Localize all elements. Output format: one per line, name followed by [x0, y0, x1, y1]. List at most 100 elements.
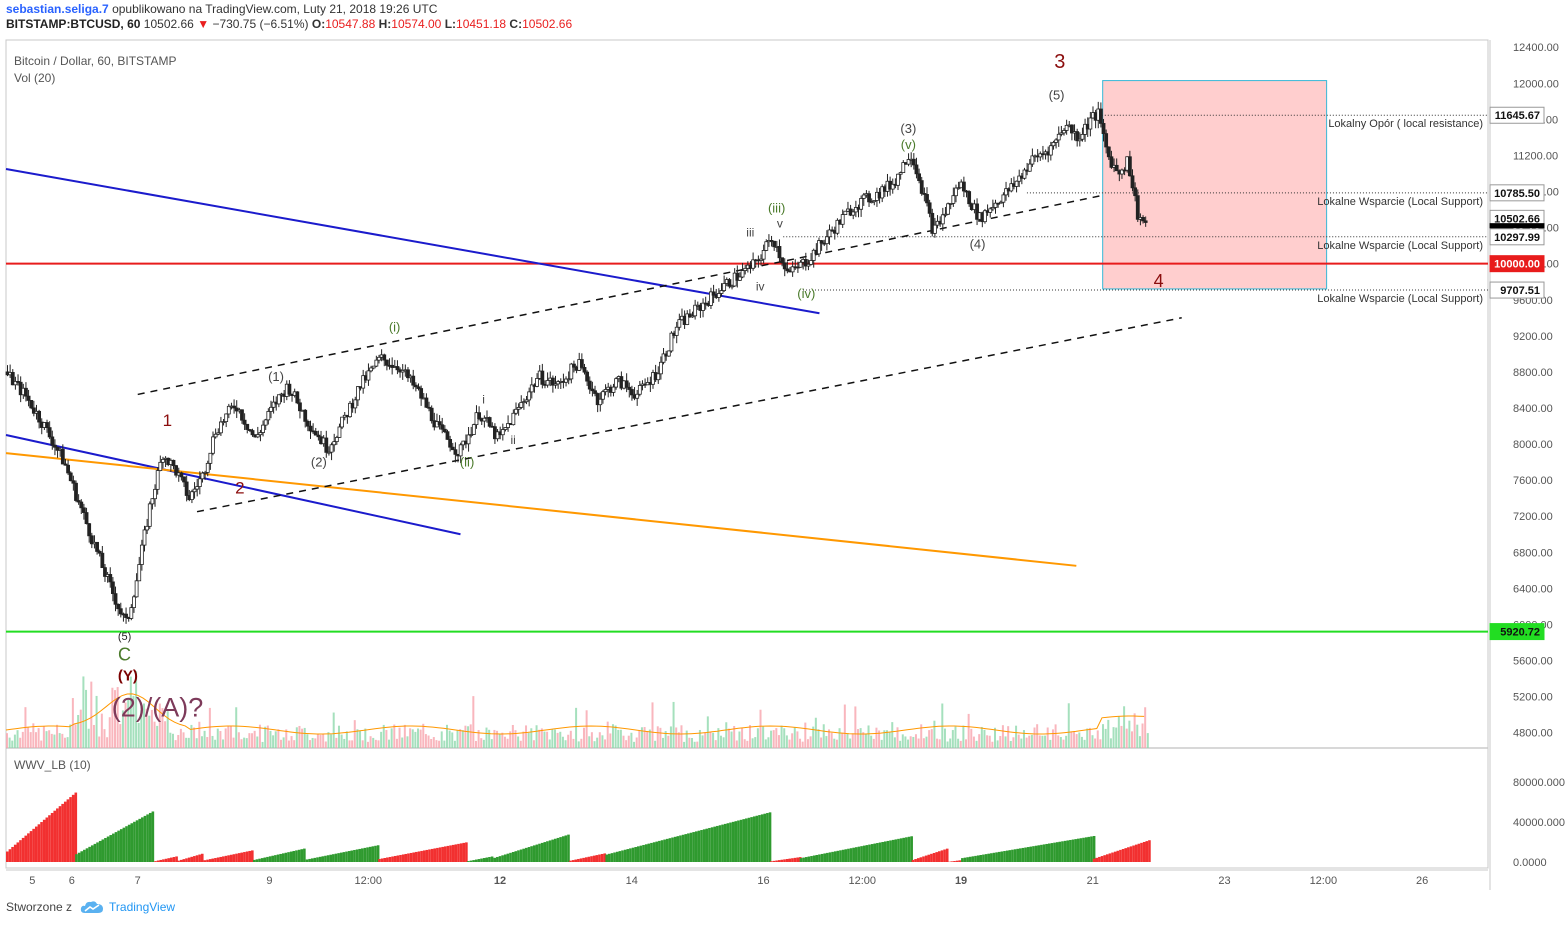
candle-down: [97, 551, 102, 554]
histogram-bar: [287, 852, 290, 862]
histogram-bar: [551, 839, 554, 862]
histogram-bar: [19, 840, 22, 862]
histogram-bar: [582, 857, 585, 862]
volume-bar: [66, 737, 69, 748]
histogram-bar: [1032, 846, 1035, 862]
histogram-bar: [914, 859, 917, 862]
histogram-bar: [11, 846, 14, 862]
candle-down: [627, 386, 632, 390]
volume-bar: [1083, 739, 1086, 748]
volume-bar: [298, 725, 301, 748]
histogram-bar: [378, 859, 381, 862]
histogram-bar: [1029, 846, 1033, 862]
volume-bar: [519, 740, 522, 748]
histogram-bar: [401, 854, 405, 862]
histogram-bar: [260, 858, 264, 862]
candle-up: [669, 332, 674, 352]
histogram-bar: [788, 858, 792, 862]
volume-bar: [930, 729, 933, 748]
histogram-bar: [109, 835, 113, 862]
candle-down: [450, 446, 455, 451]
histogram-bar: [321, 856, 325, 862]
volume-bar: [1128, 720, 1131, 748]
tradingview-link[interactable]: TradingView: [80, 900, 175, 914]
histogram-bar: [766, 813, 769, 862]
histogram-bar: [374, 845, 377, 862]
close-value: 10502.66: [522, 17, 573, 31]
volume-bar: [883, 730, 886, 748]
histogram-bar: [571, 860, 575, 862]
wave-label: (iv): [797, 286, 815, 301]
volume-bar: [525, 725, 528, 748]
volume-bar: [27, 727, 30, 748]
histogram-bar: [1005, 850, 1009, 862]
histogram-bar: [574, 859, 578, 862]
author-link[interactable]: sebastian.seliga.7: [6, 2, 109, 16]
volume-bar: [114, 690, 117, 748]
histogram-bar: [1000, 851, 1004, 862]
candle-down: [84, 512, 89, 525]
candle-up: [197, 478, 202, 487]
candle-down: [867, 193, 871, 203]
volume-bar: [32, 723, 35, 748]
volume-bar: [656, 726, 659, 748]
histogram-bar: [860, 846, 863, 862]
histogram-bar: [1045, 843, 1048, 862]
volume-bar: [957, 738, 960, 748]
candle-down: [87, 523, 92, 537]
volume-bar: [762, 726, 765, 748]
price-label-text: 10000.00: [1494, 259, 1540, 271]
time-tick-label: 7: [135, 875, 141, 887]
wave-label: 1: [163, 411, 172, 430]
volume-bar: [480, 738, 483, 748]
price-tick-label: 6800.00: [1513, 547, 1553, 559]
candle-up: [719, 290, 724, 294]
histogram-bar: [966, 857, 969, 862]
histogram-bar: [310, 858, 314, 862]
histogram-bar: [1098, 856, 1101, 862]
histogram-bar: [889, 840, 892, 862]
histogram-bar: [50, 812, 54, 862]
candle-up: [516, 407, 521, 410]
candle-up: [500, 429, 505, 436]
candle-up: [656, 373, 661, 381]
histogram-bar: [122, 827, 126, 862]
price-label-box: [1489, 281, 1545, 299]
histogram-bar: [1140, 842, 1143, 862]
volume-bar: [680, 725, 683, 748]
histogram-bar: [295, 850, 298, 862]
volume-bar: [1080, 736, 1083, 748]
histogram-bar: [156, 860, 160, 862]
candle-down: [785, 268, 790, 272]
histogram-bar: [876, 843, 879, 862]
candle-up: [269, 406, 273, 412]
histogram-bar: [358, 848, 361, 862]
volume-bar: [135, 671, 138, 748]
histogram-bar: [1108, 853, 1112, 862]
level-label: Lokalny Opór ( local resistance): [1328, 118, 1483, 130]
histogram-bar: [329, 854, 333, 862]
histogram-bar: [935, 852, 938, 862]
volume-bar: [374, 739, 377, 748]
volume-bar: [277, 729, 280, 748]
candle-up: [637, 385, 642, 395]
candle-down: [113, 593, 118, 605]
candle-down: [116, 603, 121, 610]
histogram-bar: [332, 854, 335, 862]
histogram-bar: [600, 853, 604, 862]
volume-bar: [443, 740, 446, 748]
price-label-text: 11645.67: [1495, 110, 1540, 122]
histogram-bar: [1055, 842, 1059, 862]
volume-bar: [245, 738, 248, 748]
volume-bar: [833, 738, 836, 748]
candle-up: [519, 402, 524, 408]
volume-bar: [401, 737, 404, 748]
histogram-bar: [172, 857, 176, 862]
volume-bar: [503, 736, 506, 748]
histogram-bar: [963, 857, 967, 862]
wave-label: 4: [1154, 271, 1164, 291]
histogram-bar: [943, 849, 946, 862]
histogram-bar: [984, 854, 988, 862]
volume-bar: [1094, 738, 1097, 748]
